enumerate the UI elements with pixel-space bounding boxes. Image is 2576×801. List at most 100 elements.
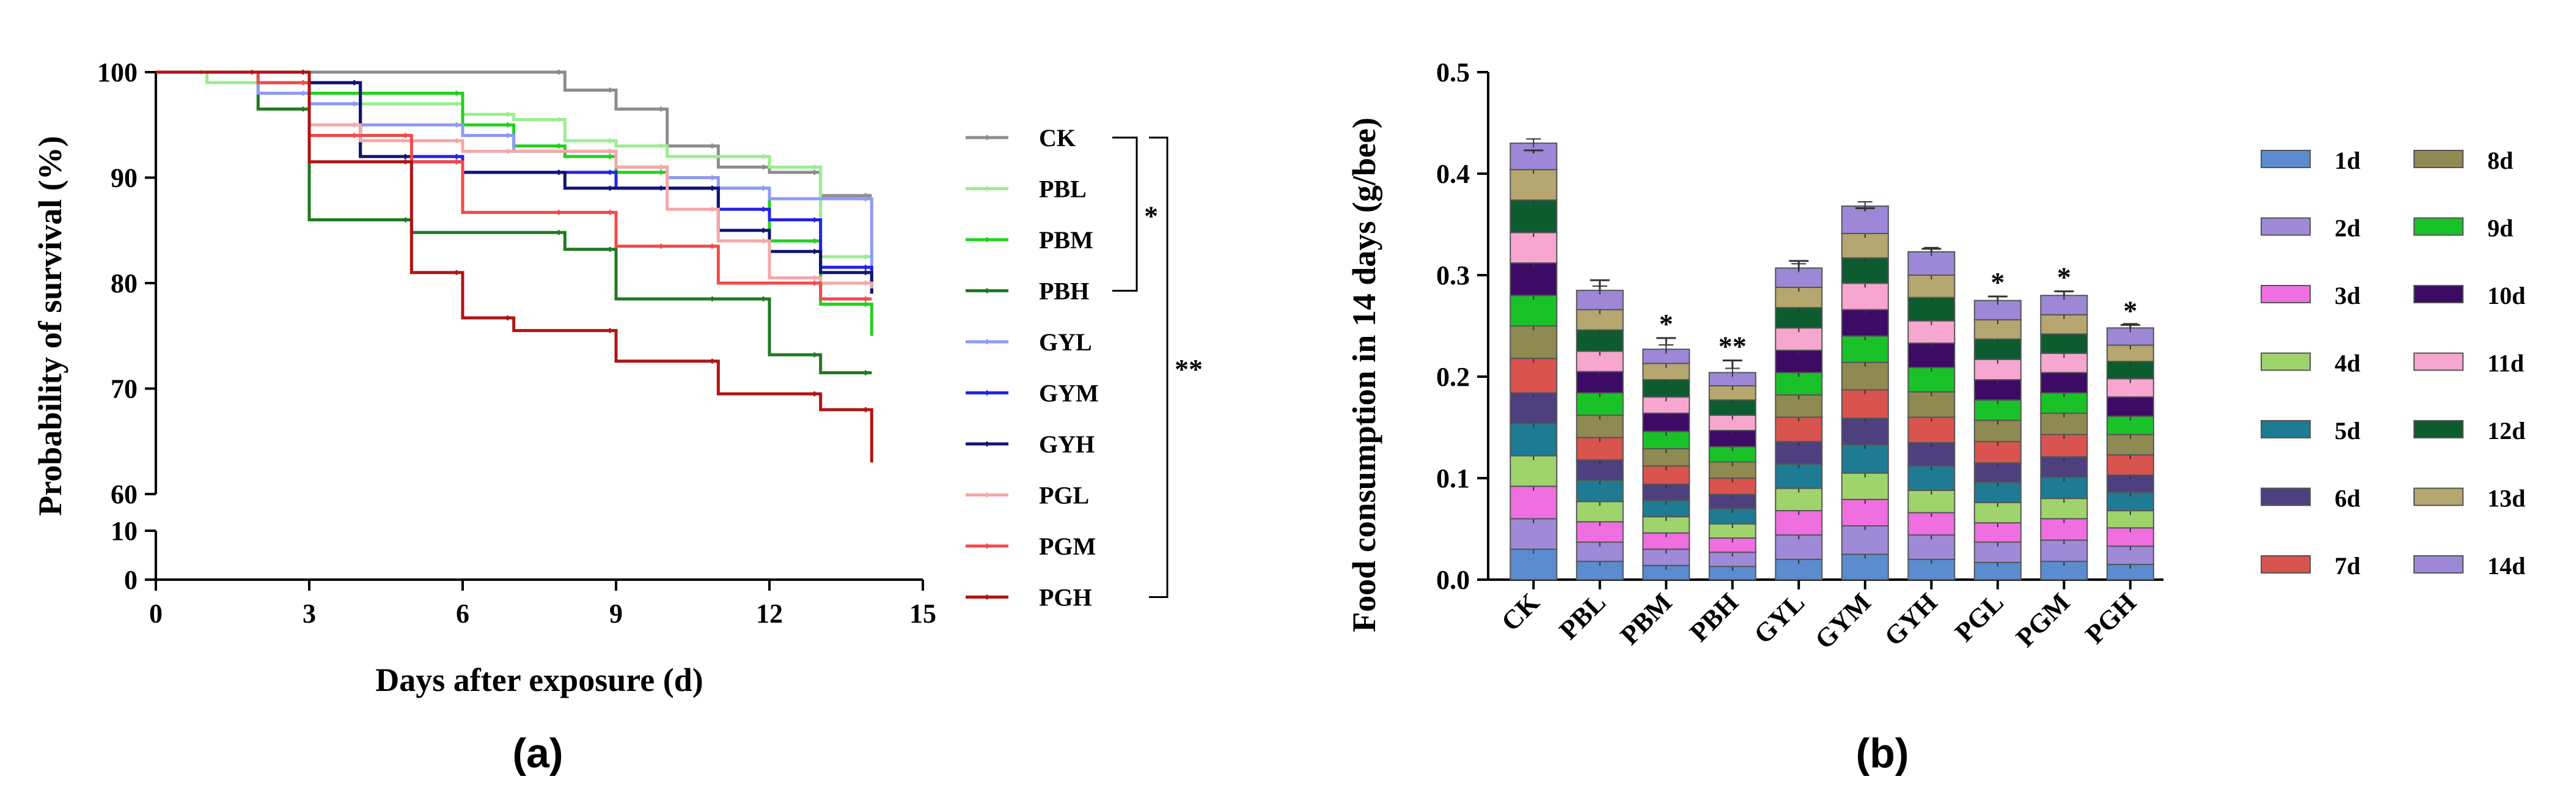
survival-y-tick-label: 0 <box>124 565 138 595</box>
food-legend-swatch-3d <box>2261 285 2311 303</box>
food-legend-swatch-11d <box>2413 352 2464 371</box>
food-segment-pbl-9d <box>1576 392 1624 416</box>
survival-line-pgm <box>156 70 872 301</box>
food-segment-pgm-4d <box>2040 498 2088 520</box>
food-legend-label-2d: 2d <box>2335 215 2360 242</box>
survival-y-tick-label: 90 <box>111 163 138 193</box>
food-legend-label-14d: 14d <box>2487 552 2525 580</box>
food-segment-gym-8d <box>1841 361 1889 391</box>
food-segment-gym-11d <box>1841 282 1889 311</box>
survival-line-pbm <box>156 70 873 336</box>
food-bars: **** ** <box>1510 138 2154 581</box>
food-y-tick-label: 0.5 <box>1436 57 1470 87</box>
survival-x-tick-label: 3 <box>303 599 316 629</box>
survival-y-tick-label: 80 <box>111 268 138 298</box>
food-y-tick-label: 0.4 <box>1436 159 1470 189</box>
food-y-axis-title: Food consumption in 14 days (g/bee) <box>1346 117 1382 632</box>
survival-line-pgh <box>156 70 873 463</box>
survival-y-tick-label: 70 <box>111 374 138 404</box>
survival-significance: *** <box>1112 136 1203 598</box>
survival-x-axis-title: Days after exposure (d) <box>375 662 703 698</box>
food-segment-ck-14d <box>1510 142 1558 171</box>
food-x-tick-label: GYM <box>1809 587 1877 655</box>
survival-line-gym <box>156 70 873 294</box>
food-legend-swatch-4d <box>2261 352 2311 371</box>
food-segment-ck-7d <box>1510 358 1558 394</box>
food-significance-pgl: * <box>1991 267 2005 298</box>
survival-y-tick-label: 100 <box>97 57 138 87</box>
food-legend-swatch-1d <box>2261 150 2311 168</box>
food-legend-label-7d: 7d <box>2335 552 2360 580</box>
survival-x-tick-label: 0 <box>149 599 163 629</box>
survival-y-axis-title: Probability of survival (%) <box>32 136 68 516</box>
food-segment-gym-9d <box>1841 335 1889 363</box>
food-bar-gyl <box>1775 260 1823 580</box>
food-y-tick-label: 0.1 <box>1436 463 1470 493</box>
food-bar-pbm <box>1642 337 1690 581</box>
survival-legend-label-gyh: GYH <box>1039 430 1095 458</box>
food-legend-swatch-5d <box>2261 420 2311 438</box>
food-x-tick-label: PGH <box>2080 587 2142 649</box>
food-y-tick-label: 0.0 <box>1436 565 1470 595</box>
food-segment-gym-4d <box>1841 472 1889 500</box>
survival-legend-label-pgh: PGH <box>1039 584 1092 611</box>
survival-legend-label-pbl: PBL <box>1039 175 1087 203</box>
food-legend-label-10d: 10d <box>2487 282 2525 309</box>
food-x-tick-label: PGL <box>1949 587 2009 648</box>
food-legend-swatch-14d <box>2413 555 2464 574</box>
food-segment-ck-5d <box>1510 423 1558 457</box>
food-legend-label-11d: 11d <box>2487 350 2524 377</box>
survival-legend-label-pbh: PBH <box>1039 278 1089 305</box>
survival-legend-label-pbm: PBM <box>1039 226 1093 254</box>
food-segment-ck-3d <box>1510 485 1558 520</box>
food-significance-pbm: * <box>1659 308 1673 339</box>
survival-line-gyh <box>156 70 873 294</box>
food-significance-pgm: * <box>2057 262 2071 293</box>
significance-bracket-pbh <box>1112 136 1138 292</box>
food-legend-label-8d: 8d <box>2487 147 2513 174</box>
significance-label-pbh: * <box>1144 200 1158 231</box>
food-x-tick-label: GYH <box>1879 587 1943 652</box>
food-x-tick-label: PGM <box>2010 587 2075 652</box>
food-bar-pgl <box>1973 295 2022 581</box>
survival-legend-label-ck: CK <box>1039 124 1076 152</box>
food-legend-label-6d: 6d <box>2335 485 2360 512</box>
survival-x-tick-label: 12 <box>756 599 783 629</box>
food-legend-swatch-13d <box>2413 487 2464 506</box>
food-y-tick-label: 0.2 <box>1436 362 1470 392</box>
panel-label-a: (a) <box>512 730 563 777</box>
food-segment-ck-8d <box>1510 325 1558 360</box>
food-x-tick-label: PBM <box>1615 587 1678 651</box>
food-legend-swatch-8d <box>2413 150 2464 168</box>
food-legend-label-3d: 3d <box>2335 282 2360 309</box>
significance-bracket-pgh <box>1149 136 1169 598</box>
food-bar-pbh <box>1708 359 1756 580</box>
significance-label-pgh: ** <box>1175 353 1203 385</box>
food-x-tick-label: CK <box>1495 587 1545 637</box>
food-significance-pbh: ** <box>1719 330 1747 361</box>
food-segment-gym-2d <box>1841 525 1889 555</box>
survival-lines <box>156 70 873 463</box>
food-bar-pgh <box>2106 323 2154 580</box>
food-segment-ck-4d <box>1510 455 1558 487</box>
food-segment-pgm-7d <box>2040 434 2088 458</box>
survival-legend: CK PBL PBM PBH GYL GYM GYH PGL PGM PGH <box>966 124 1099 611</box>
food-legend-swatch-10d <box>2413 285 2464 303</box>
food-segment-ck-6d <box>1510 392 1558 424</box>
survival-y-tick-label: 10 <box>111 516 138 546</box>
food-legend-label-9d: 9d <box>2487 215 2513 242</box>
food-legend: 1d 2d 3d 4d 5d 6d 7d 8d 9d 10d 11d 12d 13d 14d <box>2261 147 2525 580</box>
food-bar-ck <box>1510 138 1558 581</box>
survival-x-tick-label: 9 <box>609 599 623 629</box>
food-segment-gym-10d <box>1841 309 1889 337</box>
survival-legend-label-gyl: GYL <box>1039 328 1092 356</box>
food-segment-ck-9d <box>1510 295 1558 327</box>
food-legend-swatch-7d <box>2261 555 2311 574</box>
food-legend-label-13d: 13d <box>2487 485 2525 512</box>
food-legend-label-12d: 12d <box>2487 417 2525 445</box>
food-y-tick-label: 0.3 <box>1436 260 1470 290</box>
